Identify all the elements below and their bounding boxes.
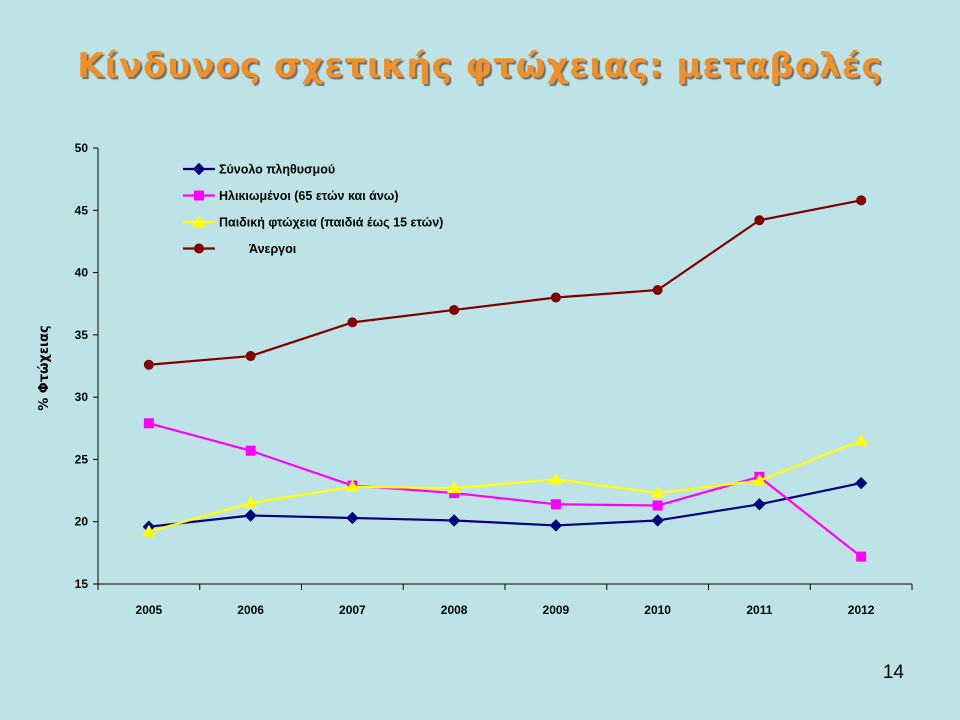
data-point bbox=[550, 292, 561, 303]
y-axis-title: % Φτώχειας bbox=[37, 325, 52, 411]
chart-axes: 15 20 25 30 35 40 45 50 2005 2006 2007 2008 2009 2010… bbox=[37, 141, 913, 617]
data-point bbox=[347, 317, 358, 328]
y-tick-label: 30 bbox=[75, 390, 89, 404]
legend-swatch-marker bbox=[194, 243, 204, 254]
series-4 bbox=[143, 195, 867, 370]
series-line bbox=[148, 199, 862, 366]
legend-label: Άνεργοι bbox=[249, 242, 297, 256]
x-tick-label: 2007 bbox=[339, 603, 366, 617]
data-point bbox=[143, 359, 154, 370]
data-point bbox=[447, 481, 461, 494]
x-tick-label: 2012 bbox=[848, 603, 875, 617]
x-tick-label: 2008 bbox=[441, 603, 468, 617]
legend-item: Ηλικιωμένοι (65 ετών και άνω) bbox=[183, 189, 399, 203]
data-point bbox=[245, 351, 256, 362]
x-tick-label: 2009 bbox=[543, 603, 570, 617]
legend-label: Ηλικιωμένοι (65 ετών και άνω) bbox=[219, 189, 399, 203]
data-point bbox=[243, 496, 258, 509]
data-point bbox=[449, 304, 460, 315]
data-point bbox=[652, 285, 663, 296]
data-point bbox=[142, 524, 156, 537]
data-point bbox=[652, 500, 663, 511]
x-tick-label: 2006 bbox=[237, 603, 264, 617]
series-2 bbox=[143, 418, 867, 562]
y-tick-label: 35 bbox=[75, 328, 89, 342]
page-number: 14 bbox=[882, 662, 904, 683]
chart-legend: Σύνολο πληθυσμού Ηλικιωμένοι (65 ετών και… bbox=[183, 163, 443, 256]
legend-item: Σύνολο πληθυσμού bbox=[183, 163, 335, 177]
x-tick-label: 2010 bbox=[644, 603, 671, 617]
y-tick-label: 45 bbox=[75, 203, 89, 217]
data-point bbox=[754, 215, 765, 226]
y-tick-label: 50 bbox=[75, 141, 89, 155]
legend-item: Άνεργοι bbox=[183, 242, 297, 256]
data-point bbox=[650, 486, 665, 499]
legend-label: Παιδική φτώχεια (παιδιά έως 15 ετών) bbox=[219, 216, 443, 230]
legend-swatch-marker bbox=[194, 190, 204, 201]
data-point bbox=[753, 498, 766, 511]
series-3 bbox=[142, 433, 868, 537]
data-point bbox=[244, 509, 257, 522]
x-tick-label: 2005 bbox=[136, 603, 163, 617]
y-tick-label: 20 bbox=[75, 515, 89, 529]
x-tick-label: 2011 bbox=[746, 603, 772, 617]
data-point bbox=[854, 476, 868, 490]
legend-swatch-marker bbox=[192, 162, 206, 176]
series-line bbox=[148, 439, 862, 533]
data-point bbox=[854, 433, 868, 446]
data-point bbox=[651, 514, 664, 527]
slide-title: Κίνδυνος σχετικής φτώχειας: μεταβολές bbox=[77, 46, 883, 86]
data-point bbox=[752, 473, 767, 486]
data-point bbox=[856, 195, 867, 206]
legend-swatch-marker bbox=[192, 214, 206, 227]
legend-item: Παιδική φτώχεια (παιδιά έως 15 ετών) bbox=[183, 214, 443, 230]
data-point bbox=[549, 472, 563, 485]
data-point bbox=[245, 445, 256, 456]
series-1 bbox=[142, 476, 868, 533]
chart-series bbox=[142, 195, 868, 562]
y-tick-label: 40 bbox=[75, 266, 89, 280]
y-tick-label: 15 bbox=[75, 577, 89, 591]
data-point bbox=[549, 519, 563, 532]
legend-label: Σύνολο πληθυσμού bbox=[219, 163, 335, 177]
data-point bbox=[346, 511, 359, 525]
data-point bbox=[856, 551, 867, 562]
series-line bbox=[148, 422, 862, 558]
data-point bbox=[447, 514, 461, 527]
data-point bbox=[143, 418, 154, 429]
data-point bbox=[345, 479, 360, 492]
y-tick-label: 25 bbox=[75, 452, 89, 466]
series-line bbox=[148, 482, 862, 528]
data-point bbox=[550, 499, 561, 510]
